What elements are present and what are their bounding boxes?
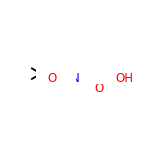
Text: O: O	[95, 82, 104, 95]
Text: O: O	[48, 72, 57, 85]
Text: O: O	[106, 59, 115, 73]
Text: OH: OH	[116, 72, 134, 85]
Text: O: O	[55, 59, 64, 73]
Polygon shape	[66, 88, 78, 95]
Polygon shape	[95, 71, 107, 79]
Text: N: N	[70, 72, 79, 85]
